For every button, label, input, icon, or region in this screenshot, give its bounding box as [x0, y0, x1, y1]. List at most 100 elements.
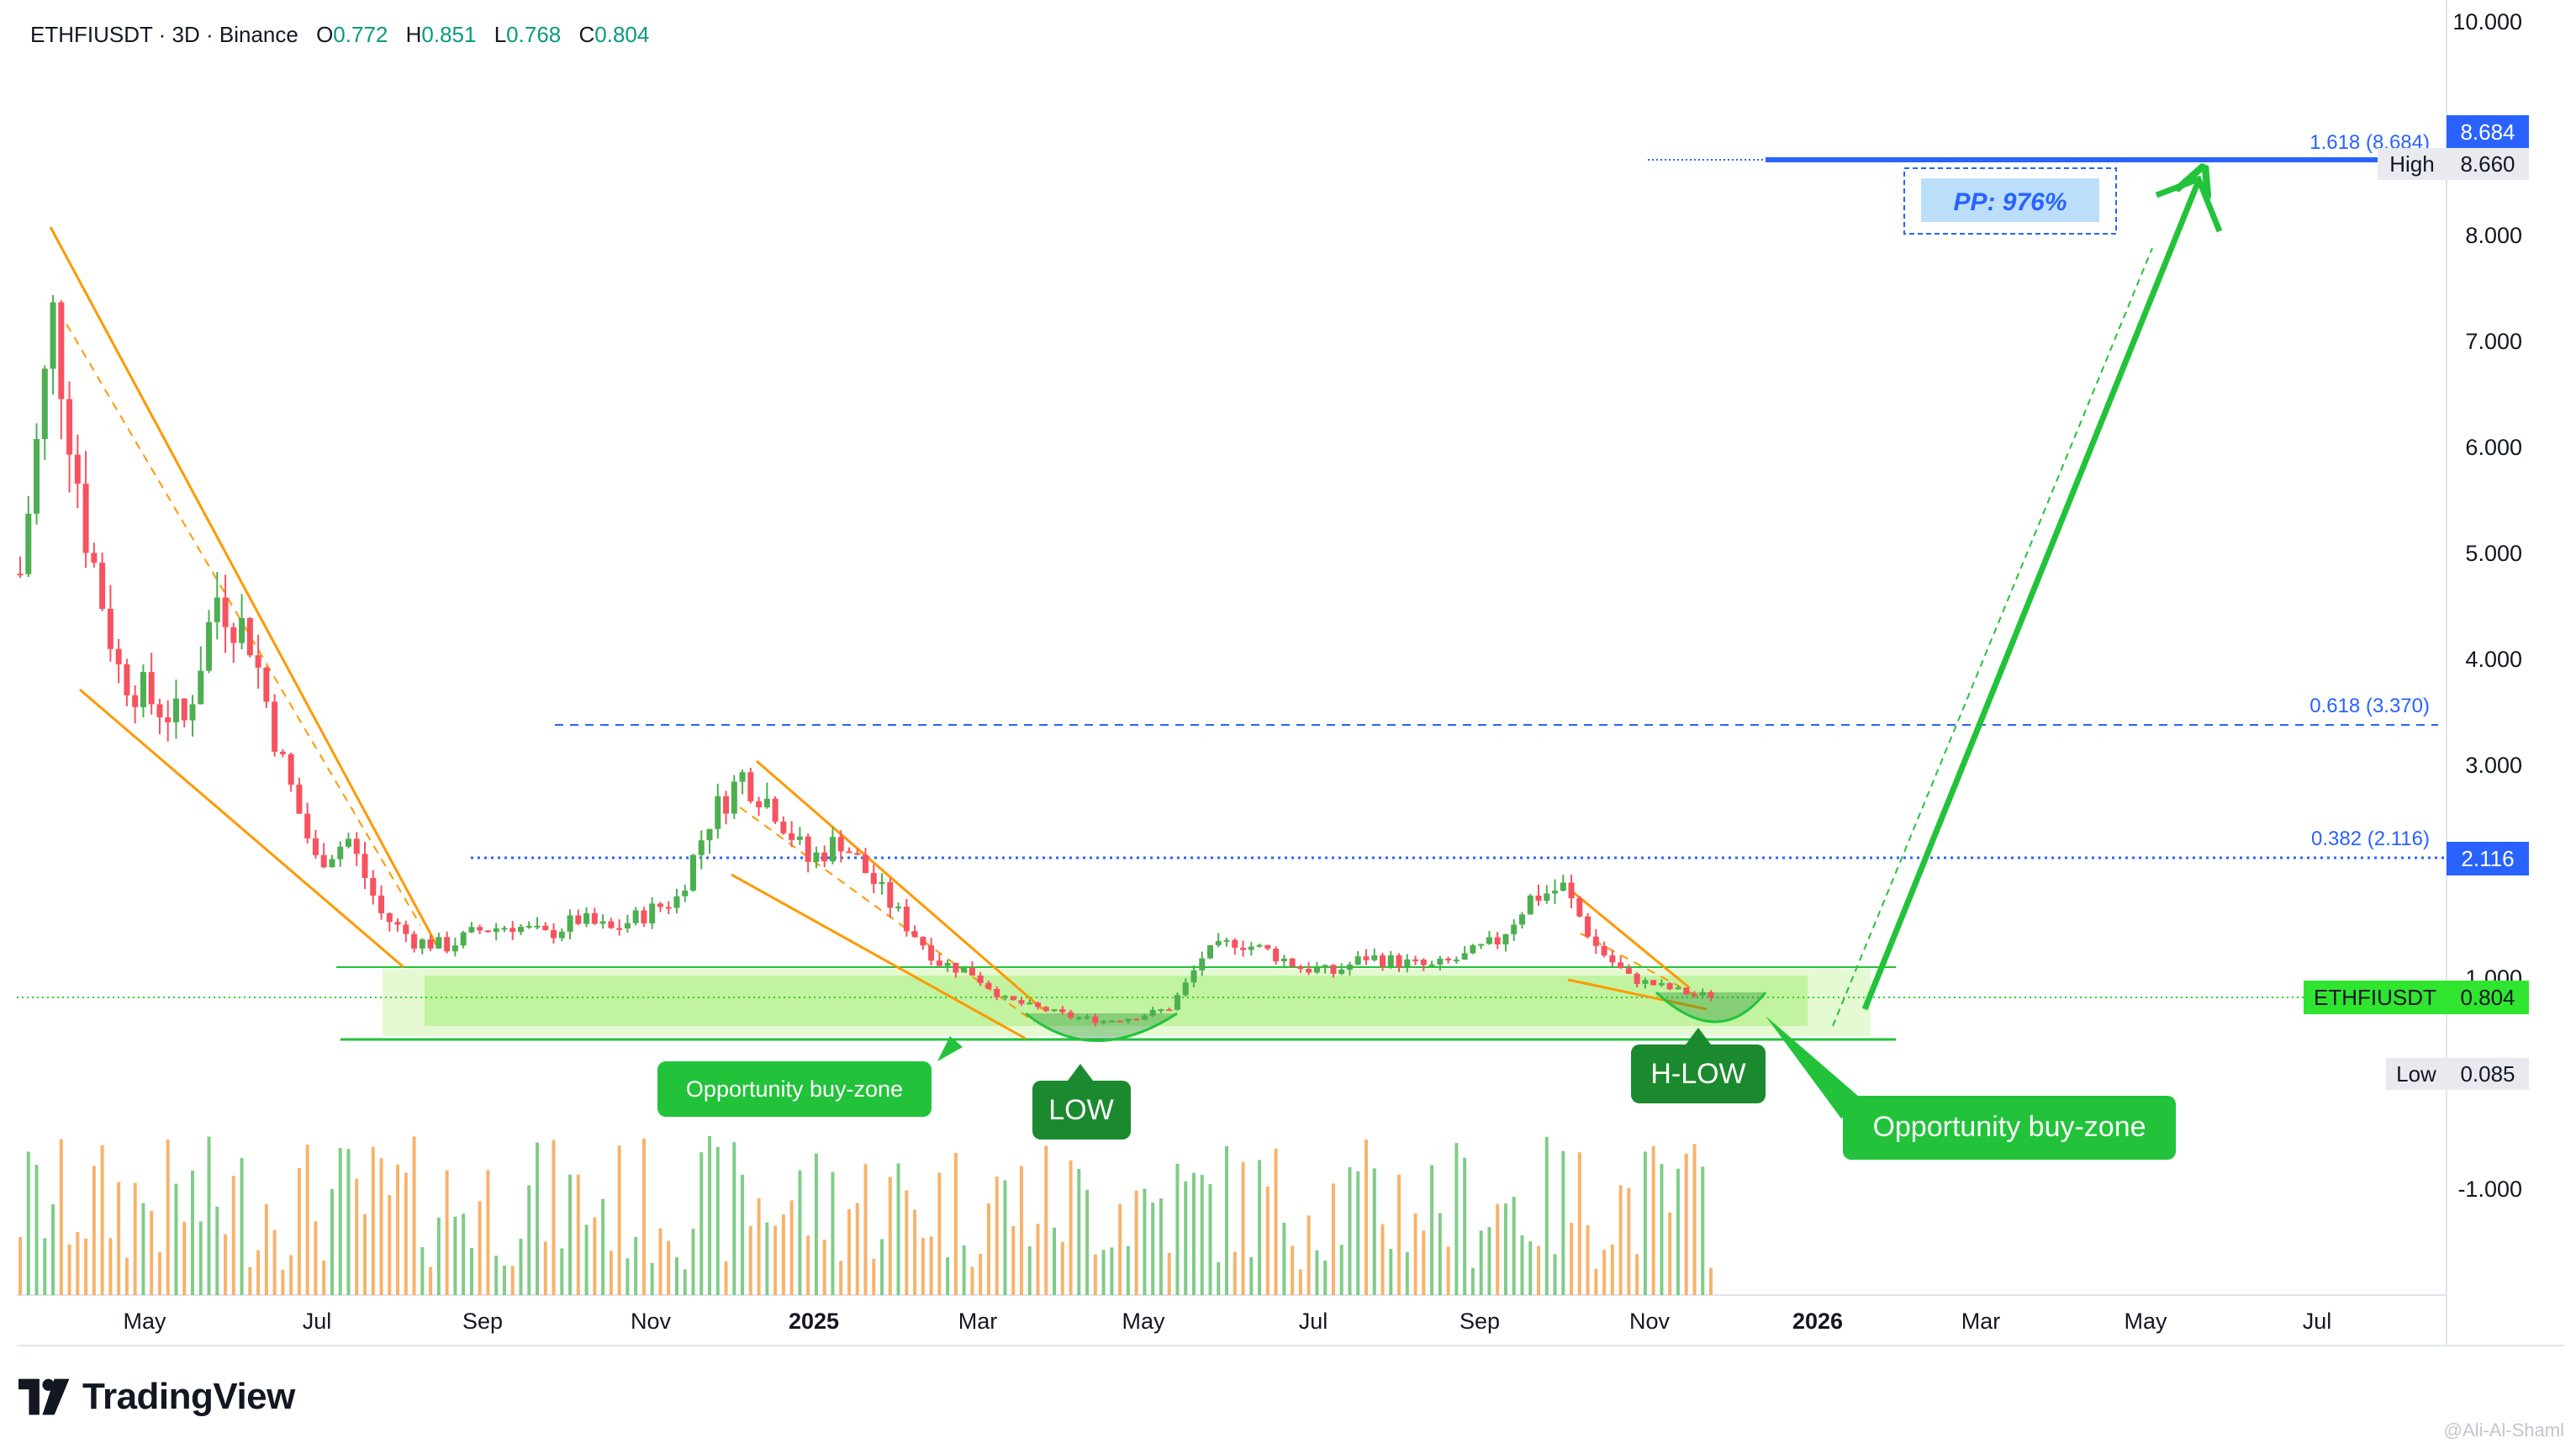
candle-body [1691, 994, 1697, 997]
x-tick-label: May [123, 1309, 166, 1334]
time-axis[interactable]: May Jul Sep Nov 2025 Mar May Jul Sep Nov 2026 Mar Ma… [123, 1309, 2331, 1334]
candle-body [789, 833, 795, 840]
pp-label: PP: 976% [1953, 188, 2067, 216]
candle-body [1437, 958, 1444, 965]
volume-bar [1496, 1203, 1500, 1295]
candle-body [706, 828, 713, 841]
volume-bar [691, 1229, 695, 1295]
tradingview-icon [18, 1378, 70, 1415]
candle-body [1618, 962, 1624, 969]
candle-body [1634, 973, 1640, 984]
volume-bar [1036, 1224, 1040, 1295]
volume-bar [436, 1217, 441, 1295]
price-candles [17, 294, 1714, 1027]
candle-body [747, 772, 754, 801]
x-tick-label: May [1122, 1309, 1165, 1334]
volume-bar [1692, 1144, 1697, 1295]
volume-bar [34, 1164, 39, 1295]
candle-body [337, 846, 344, 859]
volume-bar [1323, 1261, 1328, 1295]
volume-bar [576, 1174, 580, 1295]
volume-bar [124, 1257, 129, 1295]
candle-body [821, 852, 828, 862]
candle-body [1199, 958, 1206, 970]
volume-bar [724, 1261, 728, 1295]
volume-bar [469, 1247, 473, 1295]
candle-body [58, 302, 65, 399]
candle-body [689, 854, 696, 891]
volume-bar [1397, 1174, 1401, 1295]
volume-bar [429, 1267, 433, 1295]
volume-bar [100, 1145, 104, 1295]
candle-body [1116, 1020, 1123, 1023]
tradingview-logo[interactable]: TradingView [18, 1376, 295, 1418]
y-tick-label: 6.000 [2465, 435, 2522, 460]
volume-bar [855, 1203, 859, 1295]
candle-body [1043, 1007, 1049, 1012]
volume-bar [1422, 1230, 1426, 1295]
candle-body [534, 925, 541, 928]
volume-bar [314, 1221, 318, 1295]
volume-bar [986, 1203, 990, 1295]
buy-zone-left-label: Opportunity buy-zone [686, 1076, 903, 1102]
high-value-text: 8.660 [2460, 151, 2515, 177]
candle-body [1708, 992, 1714, 997]
volume-bar [953, 1152, 958, 1295]
high-label-text: High [2389, 151, 2434, 177]
y-tick-label: 7.000 [2465, 329, 2522, 354]
volume-bar [1536, 1245, 1540, 1295]
candle-body [82, 484, 89, 553]
volume-bar [560, 1248, 564, 1295]
candle-body [854, 853, 861, 855]
close-value: 0.804 [594, 22, 650, 47]
volume-bar [191, 1171, 195, 1295]
volume-bar [1298, 1269, 1302, 1295]
candle-body [329, 859, 335, 868]
candle-body [320, 854, 327, 868]
volume-bar [946, 1256, 950, 1295]
volume-bar [584, 1224, 589, 1295]
price-axis[interactable]: 10.0008.0007.0006.0005.0004.0003.0001.00… [2452, 9, 2522, 1202]
candle-body [1141, 1015, 1148, 1020]
candle-body [50, 302, 56, 369]
y-tick-label: 8.000 [2465, 223, 2522, 248]
candle-body [312, 838, 319, 855]
candle-body [1601, 945, 1607, 956]
volume-bar [1701, 1166, 1705, 1295]
volume-bar [773, 1225, 778, 1295]
candle-body [1511, 924, 1518, 934]
candle-body [673, 896, 680, 908]
y-tick-label: -1.000 [2457, 1177, 2522, 1202]
volume-bar [1570, 1223, 1574, 1295]
volume-bar [1167, 1253, 1171, 1295]
volume-bar [281, 1269, 285, 1295]
x-tick-label: Mar [958, 1309, 998, 1334]
volume-bar [1339, 1245, 1343, 1295]
volume-bar [872, 1258, 876, 1295]
volume-bar [363, 1214, 367, 1295]
candle-body [1560, 882, 1566, 891]
candle-body [1018, 1000, 1025, 1004]
y-tick-label: 5.000 [2465, 541, 2522, 566]
volume-bar [1151, 1202, 1155, 1295]
volume-bar [289, 1255, 293, 1295]
candle-body [165, 717, 172, 722]
candle-body [1051, 1009, 1058, 1012]
candle-body [99, 563, 106, 610]
volume-bar [789, 1200, 794, 1295]
candle-body [837, 837, 844, 852]
volume-bar [166, 1140, 170, 1295]
y-tick-label: 3.000 [2465, 753, 2522, 778]
volume-bar [1487, 1227, 1491, 1295]
volume-bar [1118, 1203, 1122, 1295]
volume-bar [1627, 1187, 1631, 1295]
volume-bar [536, 1142, 540, 1295]
candle-body [591, 912, 598, 924]
volume-bar [1249, 1256, 1254, 1295]
tradingview-wordmark: TradingView [82, 1376, 295, 1417]
candle-body [796, 836, 803, 840]
volume-bar [117, 1182, 121, 1295]
candle-body [255, 655, 261, 668]
x-tick-label: Sep [1460, 1309, 1500, 1334]
